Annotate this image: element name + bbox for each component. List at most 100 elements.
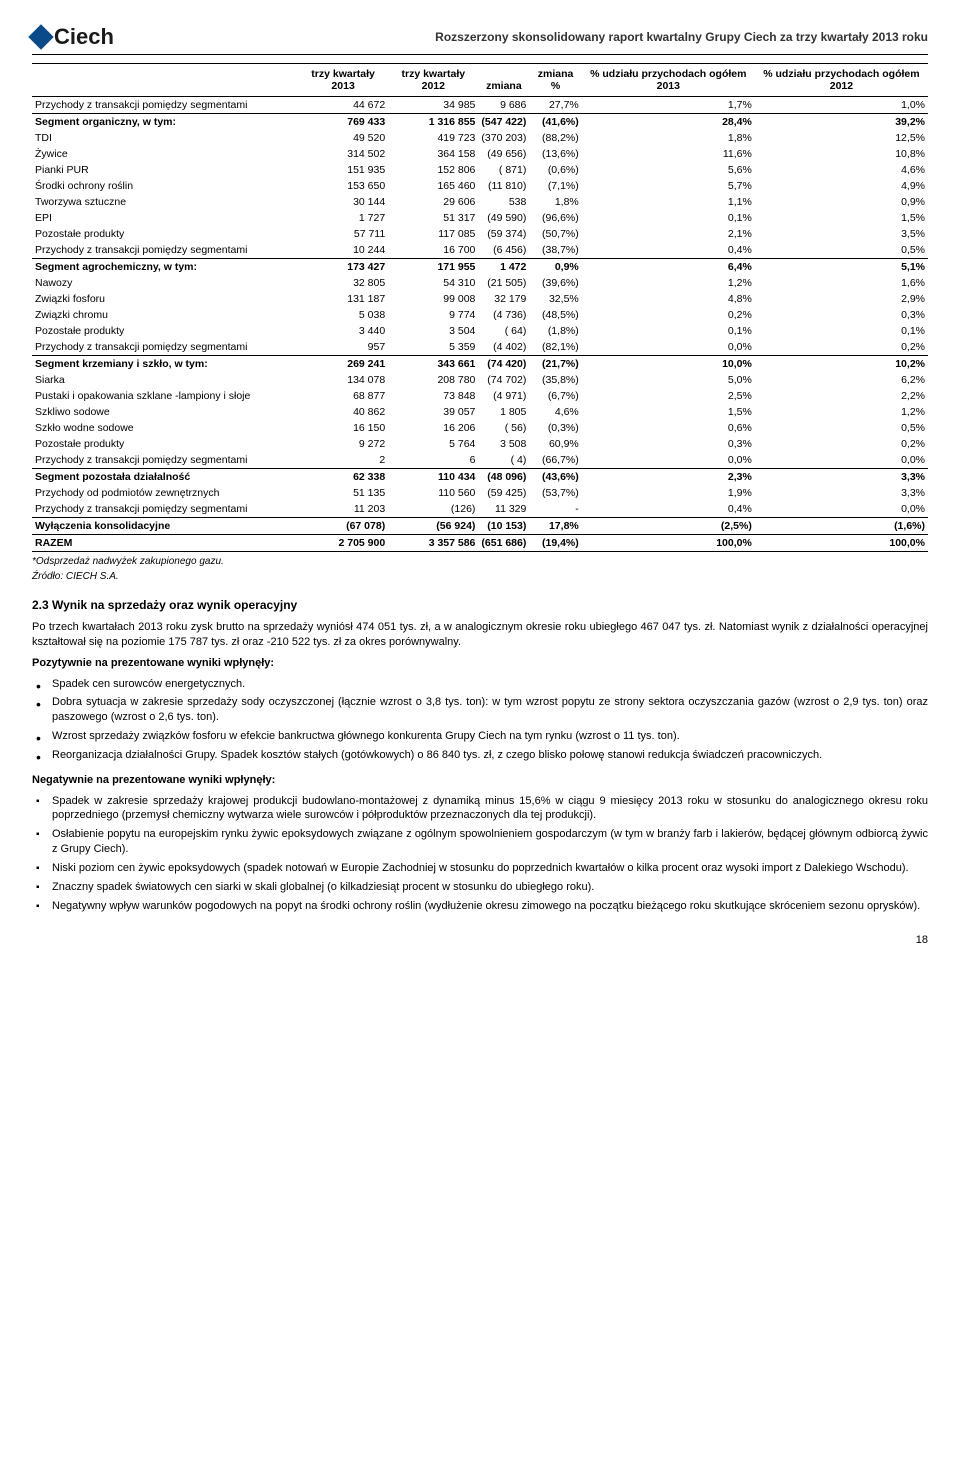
table-row: Pianki PUR151 935152 806( 871)(0,6%)5,6%… — [32, 162, 928, 178]
logo: Ciech — [32, 24, 114, 50]
cell-value: 4,9% — [755, 178, 928, 194]
cell-value: 44 672 — [298, 97, 388, 114]
cell-value: 39,2% — [755, 114, 928, 131]
cell-value: ( 4) — [478, 452, 529, 469]
row-label: Przychody od podmiotów zewnętrznych — [32, 485, 298, 501]
cell-value: 2,9% — [755, 291, 928, 307]
table-body: Przychody z transakcji pomiędzy segmenta… — [32, 97, 928, 552]
cell-value: (2,5%) — [582, 518, 755, 535]
table-row: Segment pozostała działalność62 338110 4… — [32, 469, 928, 486]
table-row: Żywice314 502364 158(49 656)(13,6%)11,6%… — [32, 146, 928, 162]
cell-value: 0,9% — [755, 194, 928, 210]
list-item: Osłabienie popytu na europejskim rynku ż… — [32, 827, 928, 857]
cell-value: 29 606 — [388, 194, 478, 210]
table-row: Przychody z transakcji pomiędzy segmenta… — [32, 501, 928, 518]
logo-mark-icon — [28, 24, 53, 49]
table-row: Przychody z transakcji pomiędzy segmenta… — [32, 452, 928, 469]
cell-value: 769 433 — [298, 114, 388, 131]
cell-value: 5,0% — [582, 372, 755, 388]
cell-value: 10,0% — [582, 356, 755, 373]
column-header: % udziału przychodach ogółem 2013 — [582, 64, 755, 97]
cell-value: 4,8% — [582, 291, 755, 307]
cell-value: 269 241 — [298, 356, 388, 373]
cell-value: 0,3% — [582, 436, 755, 452]
table-row: Przychody z transakcji pomiędzy segmenta… — [32, 97, 928, 114]
cell-value: 5,1% — [755, 259, 928, 276]
column-header: trzy kwartały 2013 — [298, 64, 388, 97]
cell-value: 3,5% — [755, 226, 928, 242]
cell-value: 173 427 — [298, 259, 388, 276]
cell-value: 32,5% — [529, 291, 581, 307]
cell-value: (56 924) — [388, 518, 478, 535]
cell-value: 0,5% — [755, 242, 928, 259]
cell-value: 9 686 — [478, 97, 529, 114]
table-row: Przychody z transakcji pomiędzy segmenta… — [32, 339, 928, 356]
row-label: Przychody z transakcji pomiędzy segmenta… — [32, 452, 298, 469]
cell-value: 134 078 — [298, 372, 388, 388]
cell-value: (126) — [388, 501, 478, 518]
table-row: Szkło wodne sodowe16 15016 206( 56)(0,3%… — [32, 420, 928, 436]
row-label: TDI — [32, 130, 298, 146]
row-label: Segment agrochemiczny, w tym: — [32, 259, 298, 276]
cell-value: 4,6% — [755, 162, 928, 178]
cell-value: 957 — [298, 339, 388, 356]
cell-value: (38,7%) — [529, 242, 581, 259]
cell-value: (74 420) — [478, 356, 529, 373]
cell-value: 151 935 — [298, 162, 388, 178]
cell-value: (21,7%) — [529, 356, 581, 373]
cell-value: 73 848 — [388, 388, 478, 404]
column-header: zmiana % — [529, 64, 581, 97]
cell-value: 17,8% — [529, 518, 581, 535]
row-label: Przychody z transakcji pomiędzy segmenta… — [32, 339, 298, 356]
cell-value: 3 357 586 — [388, 535, 478, 552]
cell-value: 49 520 — [298, 130, 388, 146]
cell-value: (67 078) — [298, 518, 388, 535]
row-label: Środki ochrony roślin — [32, 178, 298, 194]
cell-value: 0,0% — [755, 452, 928, 469]
cell-value: 3,3% — [755, 469, 928, 486]
cell-value: (82,1%) — [529, 339, 581, 356]
cell-value: 0,2% — [755, 436, 928, 452]
cell-value: 1,2% — [582, 275, 755, 291]
page-header: Ciech Rozszerzony skonsolidowany raport … — [32, 24, 928, 55]
cell-value: (0,3%) — [529, 420, 581, 436]
cell-value: 57 711 — [298, 226, 388, 242]
cell-value: 40 862 — [298, 404, 388, 420]
table-footnote-2: Źródło: CIECH S.A. — [32, 571, 928, 582]
cell-value: 0,0% — [582, 339, 755, 356]
cell-value: 1,8% — [529, 194, 581, 210]
cell-value: 110 560 — [388, 485, 478, 501]
cell-value: 0,2% — [582, 307, 755, 323]
cell-value: (53,7%) — [529, 485, 581, 501]
table-row: Segment organiczny, w tym:769 4331 316 8… — [32, 114, 928, 131]
cell-value: (88,2%) — [529, 130, 581, 146]
table-row: Nawozy32 80554 310(21 505)(39,6%)1,2%1,6… — [32, 275, 928, 291]
table-row: Pozostałe produkty57 711117 085(59 374)(… — [32, 226, 928, 242]
cell-value: 171 955 — [388, 259, 478, 276]
row-label: Związki fosforu — [32, 291, 298, 307]
list-item: Spadek w zakresie sprzedaży krajowej pro… — [32, 794, 928, 824]
cell-value: 11 203 — [298, 501, 388, 518]
cell-value: (4 736) — [478, 307, 529, 323]
cell-value: - — [529, 501, 581, 518]
table-row: Przychody od podmiotów zewnętrznych51 13… — [32, 485, 928, 501]
cell-value: 3 504 — [388, 323, 478, 339]
cell-value: (50,7%) — [529, 226, 581, 242]
table-row: TDI49 520419 723(370 203)(88,2%)1,8%12,5… — [32, 130, 928, 146]
cell-value: 100,0% — [582, 535, 755, 552]
table-row: Związki chromu5 0389 774(4 736)(48,5%)0,… — [32, 307, 928, 323]
table-row: Pozostałe produkty3 4403 504( 64)(1,8%)0… — [32, 323, 928, 339]
cell-value: 34 985 — [388, 97, 478, 114]
cell-value: 16 206 — [388, 420, 478, 436]
cell-value: 314 502 — [298, 146, 388, 162]
table-row: Segment agrochemiczny, w tym:173 427171 … — [32, 259, 928, 276]
row-label: Przychody z transakcji pomiędzy segmenta… — [32, 242, 298, 259]
cell-value: 0,4% — [582, 242, 755, 259]
list-item: Negatywny wpływ warunków pogodowych na p… — [32, 899, 928, 914]
cell-value: 11,6% — [582, 146, 755, 162]
row-label: Pustaki i opakowania szklane -lampiony i… — [32, 388, 298, 404]
section-paragraph-1: Po trzech kwartałach 2013 roku zysk brut… — [32, 620, 928, 650]
page-number: 18 — [32, 934, 928, 946]
cell-value: 5 764 — [388, 436, 478, 452]
cell-value: (49 656) — [478, 146, 529, 162]
